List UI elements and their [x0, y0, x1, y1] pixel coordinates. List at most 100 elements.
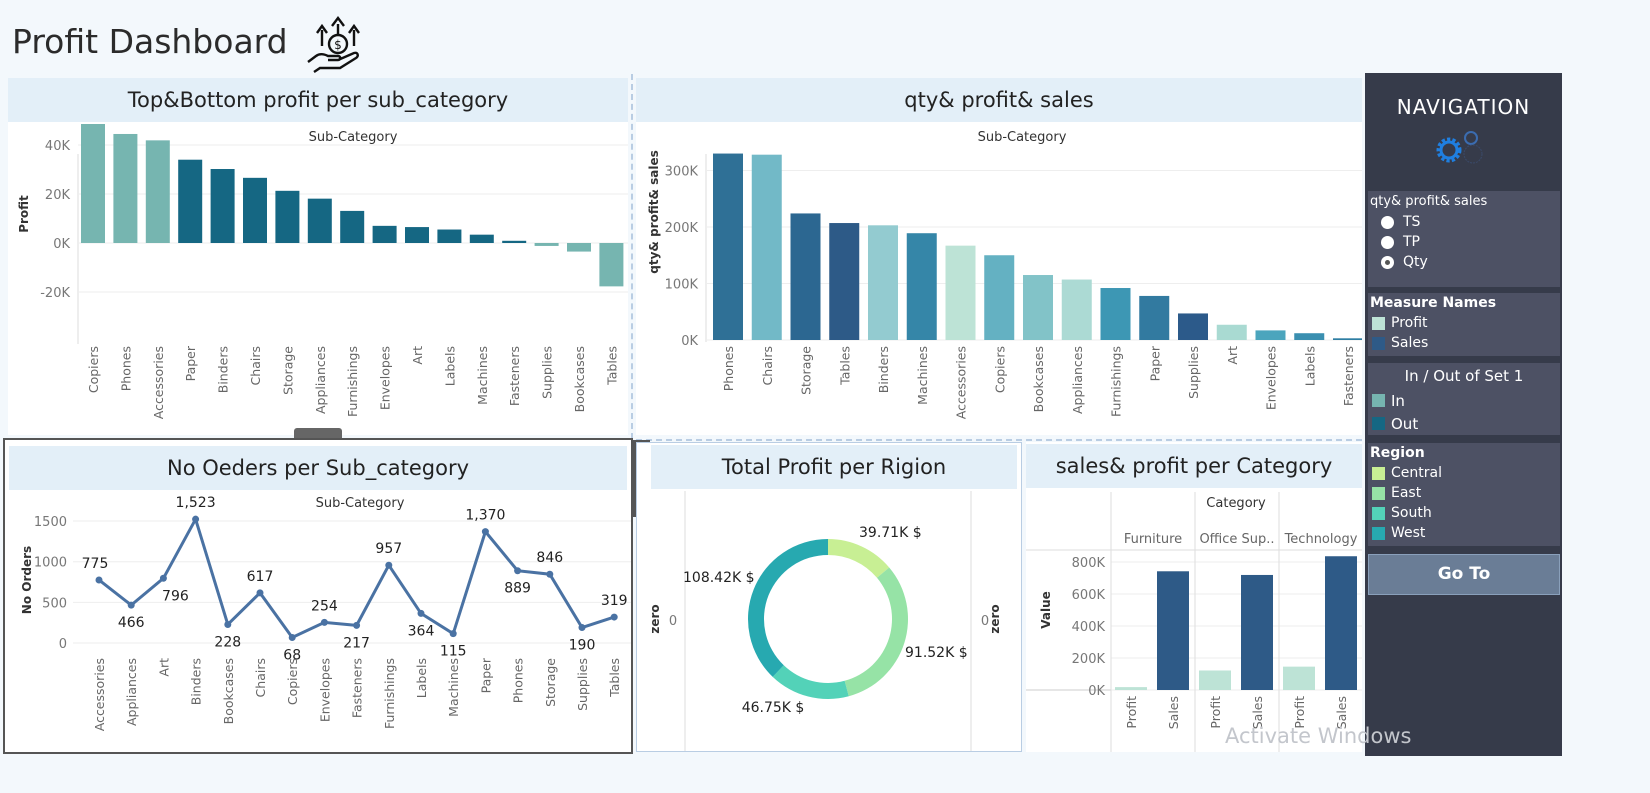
donut-slice — [772, 665, 849, 699]
legend-item-in[interactable]: In — [1368, 389, 1560, 412]
x-tick-label: Fasteners — [350, 658, 365, 718]
legend-item-sales[interactable]: Sales — [1368, 333, 1560, 353]
bar — [599, 243, 624, 287]
bar — [145, 140, 170, 243]
page-title: Profit Dashboard — [12, 22, 288, 61]
data-label: 466 — [118, 615, 145, 631]
legend-item-south[interactable]: South — [1368, 503, 1560, 523]
x-tick-label: Tables — [607, 658, 622, 698]
data-point — [224, 620, 232, 628]
legend-item-west[interactable]: West — [1368, 523, 1560, 543]
option-label: Qty — [1403, 254, 1428, 270]
panel-title: Total Profit per Rigion — [651, 445, 1017, 489]
drag-handle[interactable] — [294, 428, 342, 438]
x-tick-label: Supplies — [575, 658, 590, 711]
set-legend: In / Out of Set 1 In Out — [1368, 363, 1560, 435]
measure-names-legend: Measure Names Profit Sales — [1368, 293, 1560, 356]
x-tick-label: Envelopes — [317, 658, 332, 722]
data-label: 228 — [214, 634, 241, 650]
data-point — [159, 574, 167, 582]
y-tick-label: 600K — [1072, 588, 1106, 603]
data-label: 889 — [504, 581, 531, 597]
x-tick-label: Bookcases — [1031, 346, 1046, 412]
bar — [1241, 574, 1273, 690]
bar — [945, 245, 976, 340]
axis-value: 0 — [981, 614, 989, 629]
data-label: 217 — [343, 635, 370, 651]
go-to-button[interactable]: Go To — [1368, 554, 1560, 595]
legend-label: Sales — [1391, 335, 1429, 351]
radio-tp[interactable]: TP — [1368, 232, 1560, 252]
bar — [1157, 571, 1189, 690]
legend-item-central[interactable]: Central — [1368, 463, 1560, 483]
x-tick-label: Appliances — [124, 658, 139, 726]
data-point — [481, 528, 489, 536]
legend-title: Measure Names — [1370, 295, 1497, 311]
data-label: 115 — [440, 644, 467, 660]
radio-button[interactable] — [1381, 215, 1394, 229]
bar — [405, 227, 429, 243]
y-tick-label: 200K — [665, 221, 699, 236]
legend-title: Region — [1370, 445, 1425, 461]
x-tick-label: Furnishings — [1109, 346, 1124, 417]
slice-label: 39.71K $ — [859, 525, 922, 541]
y-tick-label: 300K — [665, 165, 699, 180]
x-tick-label: Chairs — [760, 346, 775, 385]
x-tick-label: Labels — [414, 658, 429, 698]
x-tick-label: Storage — [543, 658, 558, 707]
radio-qty[interactable]: Qty — [1368, 252, 1560, 272]
data-point — [288, 633, 296, 641]
x-tick-label: Storage — [799, 346, 814, 395]
donut-slice — [844, 567, 908, 697]
radio-button[interactable] — [1381, 235, 1394, 249]
bar — [984, 255, 1015, 340]
category-bar-chart: Category 0K 200K 400K 600K 800K Value Furniture… — [1026, 492, 1362, 752]
y-tick-label: 500 — [42, 596, 67, 611]
axis-value: 0 — [669, 614, 677, 629]
y-tick-label: 1500 — [34, 515, 67, 530]
legend-item-out[interactable]: Out — [1368, 412, 1560, 435]
x-tick-label: Storage — [280, 346, 295, 395]
data-point — [127, 601, 135, 609]
y-axis-label: qty& profit& sales — [647, 150, 661, 273]
x-tick-label: Paper — [183, 345, 198, 381]
x-tick-label: Art — [156, 658, 171, 677]
svg-text:$: $ — [334, 38, 342, 52]
x-tick-label: Appliances — [313, 346, 328, 414]
orders-per-subcategory-panel[interactable]: No Oeders per Sub_category Sub-Category 0… — [3, 438, 633, 754]
x-tick-label: Furnishings — [345, 346, 360, 417]
bar — [1255, 330, 1286, 340]
data-label: 1,523 — [176, 495, 216, 511]
x-tick-label: Phones — [511, 658, 526, 703]
data-label: 1,370 — [465, 508, 505, 524]
data-point — [610, 613, 618, 621]
column-header: Furniture — [1124, 532, 1182, 547]
legend-item-east[interactable]: East — [1368, 483, 1560, 503]
panel-title: qty& profit& sales — [636, 78, 1362, 122]
legend-item-profit[interactable]: Profit — [1368, 313, 1560, 333]
x-tick-label: Sales — [1334, 696, 1349, 729]
x-tick-label: Tables — [604, 346, 619, 386]
x-tick-label: Profit — [1124, 696, 1139, 729]
data-label: 957 — [375, 541, 402, 557]
data-label: 68 — [283, 647, 301, 663]
data-label: 775 — [82, 556, 109, 572]
bar — [81, 124, 105, 243]
data-label: 319 — [601, 593, 628, 609]
y-axis-label: Profit — [17, 195, 31, 233]
radio-button[interactable] — [1381, 255, 1394, 269]
panel-title: No Oeders per Sub_category — [9, 446, 627, 490]
legend-label: Central — [1391, 465, 1442, 481]
x-tick-label: Supplies — [1186, 346, 1201, 399]
x-tick-label: Sales — [1166, 696, 1181, 729]
x-tick-label: Labels — [442, 346, 457, 386]
axis-title: Sub-Category — [309, 130, 398, 145]
data-point — [385, 561, 393, 569]
bar — [790, 213, 821, 340]
y-tick-label: 0K — [53, 237, 70, 252]
radio-ts[interactable]: TS — [1368, 212, 1560, 232]
navigation-panel: NAVIGATION qty& profit& sales TS TP Qty … — [1365, 73, 1562, 756]
axis-title: Sub-Category — [978, 130, 1067, 145]
y-tick-label: 400K — [1072, 620, 1106, 635]
